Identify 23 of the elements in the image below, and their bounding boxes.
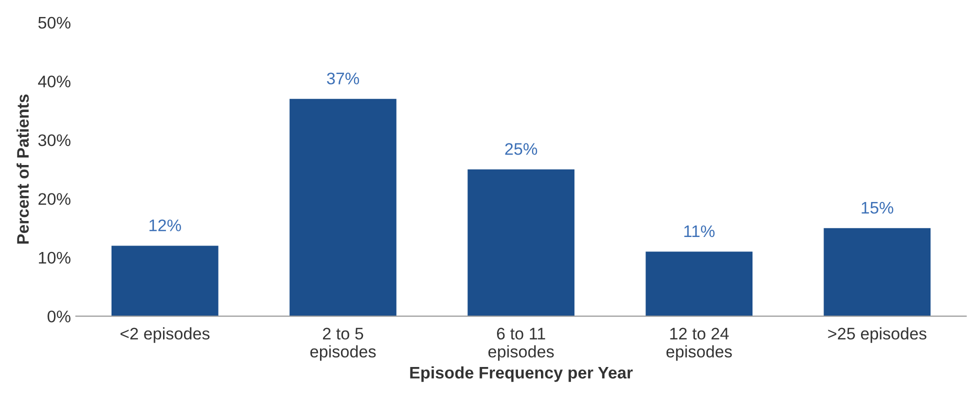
x-tick-label: 2 to 5 episodes [310,328,376,361]
bar [824,228,931,316]
y-tick-label: 40% [38,76,70,88]
bar [646,252,753,316]
data-label: 11% [684,225,715,238]
x-tick-label: 12 to 24 episodes [666,328,732,361]
bar [290,98,396,316]
data-label: 25% [505,143,538,155]
data-label: 15% [862,202,894,214]
x-tick-label: 6 to 11 episodes [488,328,554,361]
y-tick-label: 50% [38,16,70,29]
bar [468,169,574,316]
data-label: 37% [326,72,360,84]
x-tick-label: <2 episodes [120,327,210,343]
x-axis-title: Episode Frequency per Year [410,366,633,382]
y-tick-label: 30% [38,134,70,146]
y-tick-label: 10% [38,252,70,264]
bar [112,246,218,316]
x-tick-label: >25 episodes [828,327,926,343]
y-tick-label: 0% [48,310,70,322]
y-tick-label: 20% [38,193,70,205]
y-axis-title: Percent of Patients [16,94,29,244]
data-label: 12% [150,219,182,232]
